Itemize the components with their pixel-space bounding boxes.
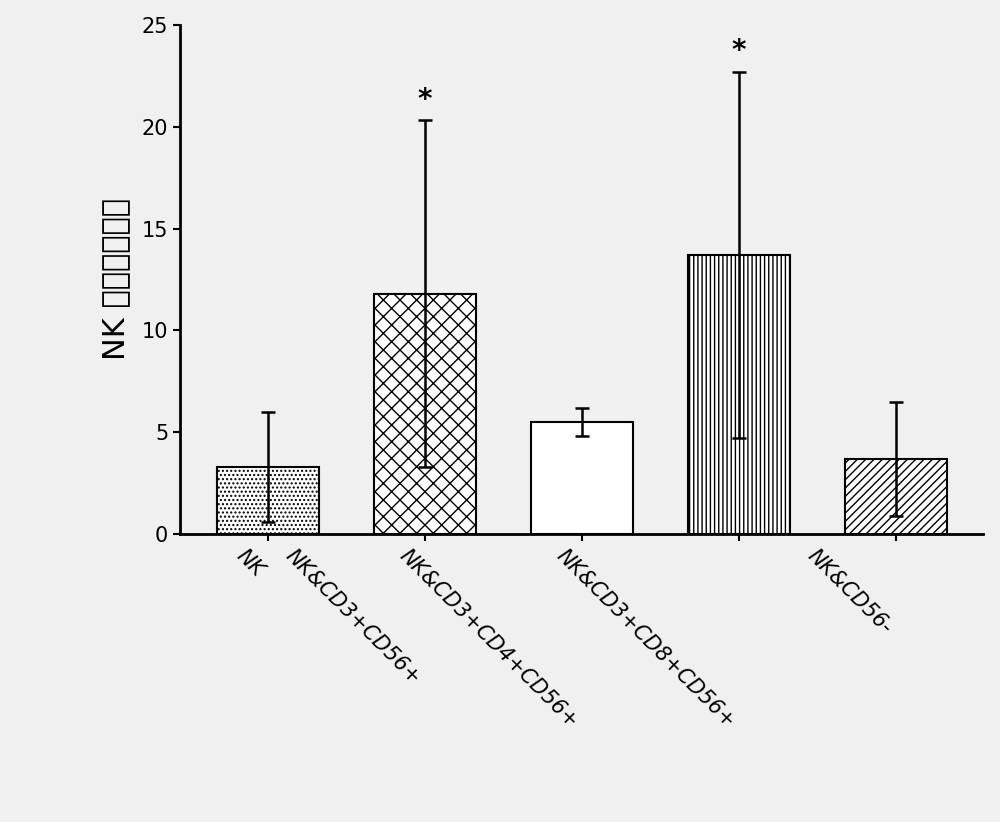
Text: *: * bbox=[731, 38, 746, 66]
Y-axis label: NK 细胞增殖倍数: NK 细胞增殖倍数 bbox=[102, 198, 131, 361]
Bar bbox=[217, 467, 319, 534]
Bar bbox=[531, 423, 633, 534]
Bar bbox=[374, 293, 476, 534]
Bar bbox=[688, 255, 790, 534]
Bar bbox=[845, 459, 947, 534]
Text: *: * bbox=[417, 86, 432, 114]
